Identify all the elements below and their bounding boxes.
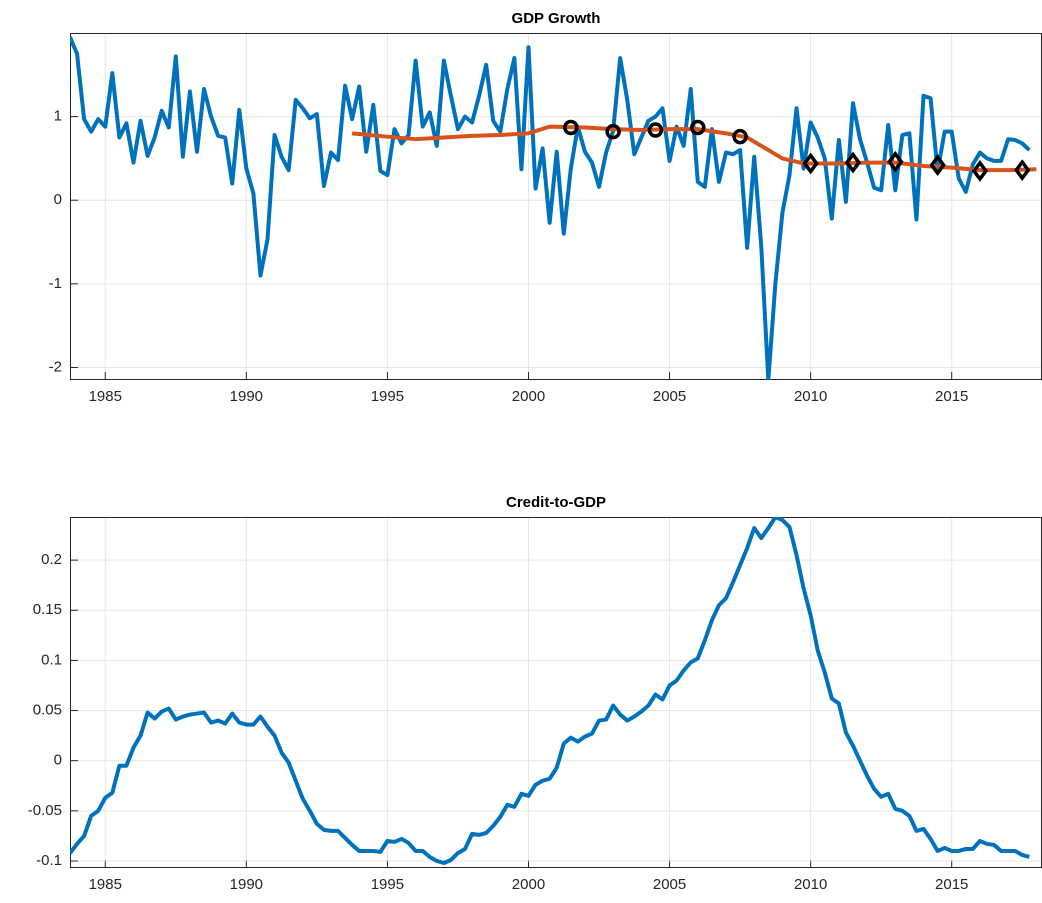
y-tick-label: 0.2 <box>41 551 62 568</box>
circle-marker <box>647 122 664 138</box>
data-line <box>70 517 1030 865</box>
x-tick-label: 2005 <box>653 876 686 893</box>
diamond-marker <box>844 151 862 174</box>
x-tick-label: 2015 <box>935 876 968 893</box>
plot-data <box>70 517 1030 865</box>
x-tick-label: 2005 <box>653 388 686 405</box>
data-line <box>70 36 1031 380</box>
y-tick-label: -0.05 <box>28 802 62 819</box>
x-tick-label: 1995 <box>371 876 404 893</box>
circle-marker <box>690 119 706 136</box>
y-tick-label: -1 <box>49 275 62 292</box>
x-tick-label: 1995 <box>371 388 404 405</box>
x-tick-label: 2010 <box>794 388 827 405</box>
x-tick-label: 1985 <box>89 388 122 405</box>
x-tick-label: 2000 <box>512 388 545 405</box>
chart-title: GDP Growth <box>512 10 601 27</box>
circle-marker <box>563 119 579 136</box>
y-tick-label: 1 <box>54 108 62 125</box>
y-tick-label: 0.1 <box>41 651 62 668</box>
data-line <box>351 124 1037 173</box>
diamond-marker <box>971 160 989 182</box>
diamond-marker <box>1014 159 1031 182</box>
diamond-marker <box>929 154 946 177</box>
plot-data <box>70 36 1037 380</box>
x-tick-label: 1990 <box>230 876 263 893</box>
diamond-marker <box>887 150 904 173</box>
y-tick-label: 0 <box>54 191 62 208</box>
x-tick-label: 2000 <box>512 876 545 893</box>
x-tick-label: 1990 <box>230 388 263 405</box>
plot-area <box>70 33 1042 380</box>
diamond-marker <box>802 152 819 175</box>
plot-area <box>70 517 1042 868</box>
y-tick-label: -0.1 <box>36 852 62 869</box>
chart-title: Credit-to-GDP <box>506 494 606 511</box>
x-tick-label: 1985 <box>89 876 122 893</box>
circle-marker <box>732 128 748 145</box>
x-tick-label: 2015 <box>935 388 968 405</box>
circle-marker <box>605 123 621 140</box>
y-tick-label: 0.15 <box>33 601 62 618</box>
x-tick-label: 2010 <box>794 876 827 893</box>
y-tick-label: 0 <box>54 752 62 769</box>
y-tick-label: -2 <box>49 358 62 375</box>
y-tick-label: 0.05 <box>33 702 62 719</box>
